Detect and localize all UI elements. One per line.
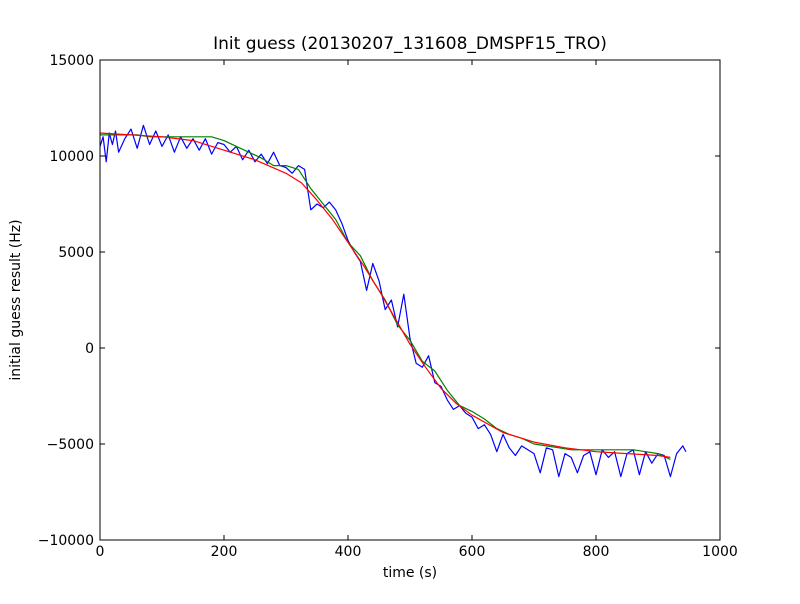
y-tick-label: −10000 xyxy=(38,533,94,549)
plot-frame xyxy=(99,59,721,541)
chart-title: Init guess (20130207_131608_DMSPF15_TRO) xyxy=(213,34,607,54)
y-axis-label: initial guess result (Hz) xyxy=(8,219,24,380)
x-tick-label: 800 xyxy=(583,544,610,560)
x-tick-label: 400 xyxy=(335,544,362,560)
x-tick-label: 600 xyxy=(459,544,486,560)
x-tick-label: 0 xyxy=(96,544,105,560)
x-tick-label: 1000 xyxy=(702,544,738,560)
y-tick-label: 5000 xyxy=(58,245,94,261)
y-tick-label: −5000 xyxy=(47,437,94,453)
y-tick-label: 15000 xyxy=(49,53,94,69)
y-tick-label: 10000 xyxy=(49,149,94,165)
plot-area xyxy=(100,60,720,540)
y-tick-label: 0 xyxy=(85,341,94,357)
series-line-3 xyxy=(99,132,671,458)
x-axis-label: time (s) xyxy=(383,565,437,581)
x-tick-label: 200 xyxy=(211,544,238,560)
series-line-1 xyxy=(99,124,687,478)
series-layer xyxy=(99,124,687,478)
tick-layer: 0 200 400 600 800 1000 −10000 −5000 0 5000 10000 15… xyxy=(38,53,738,560)
